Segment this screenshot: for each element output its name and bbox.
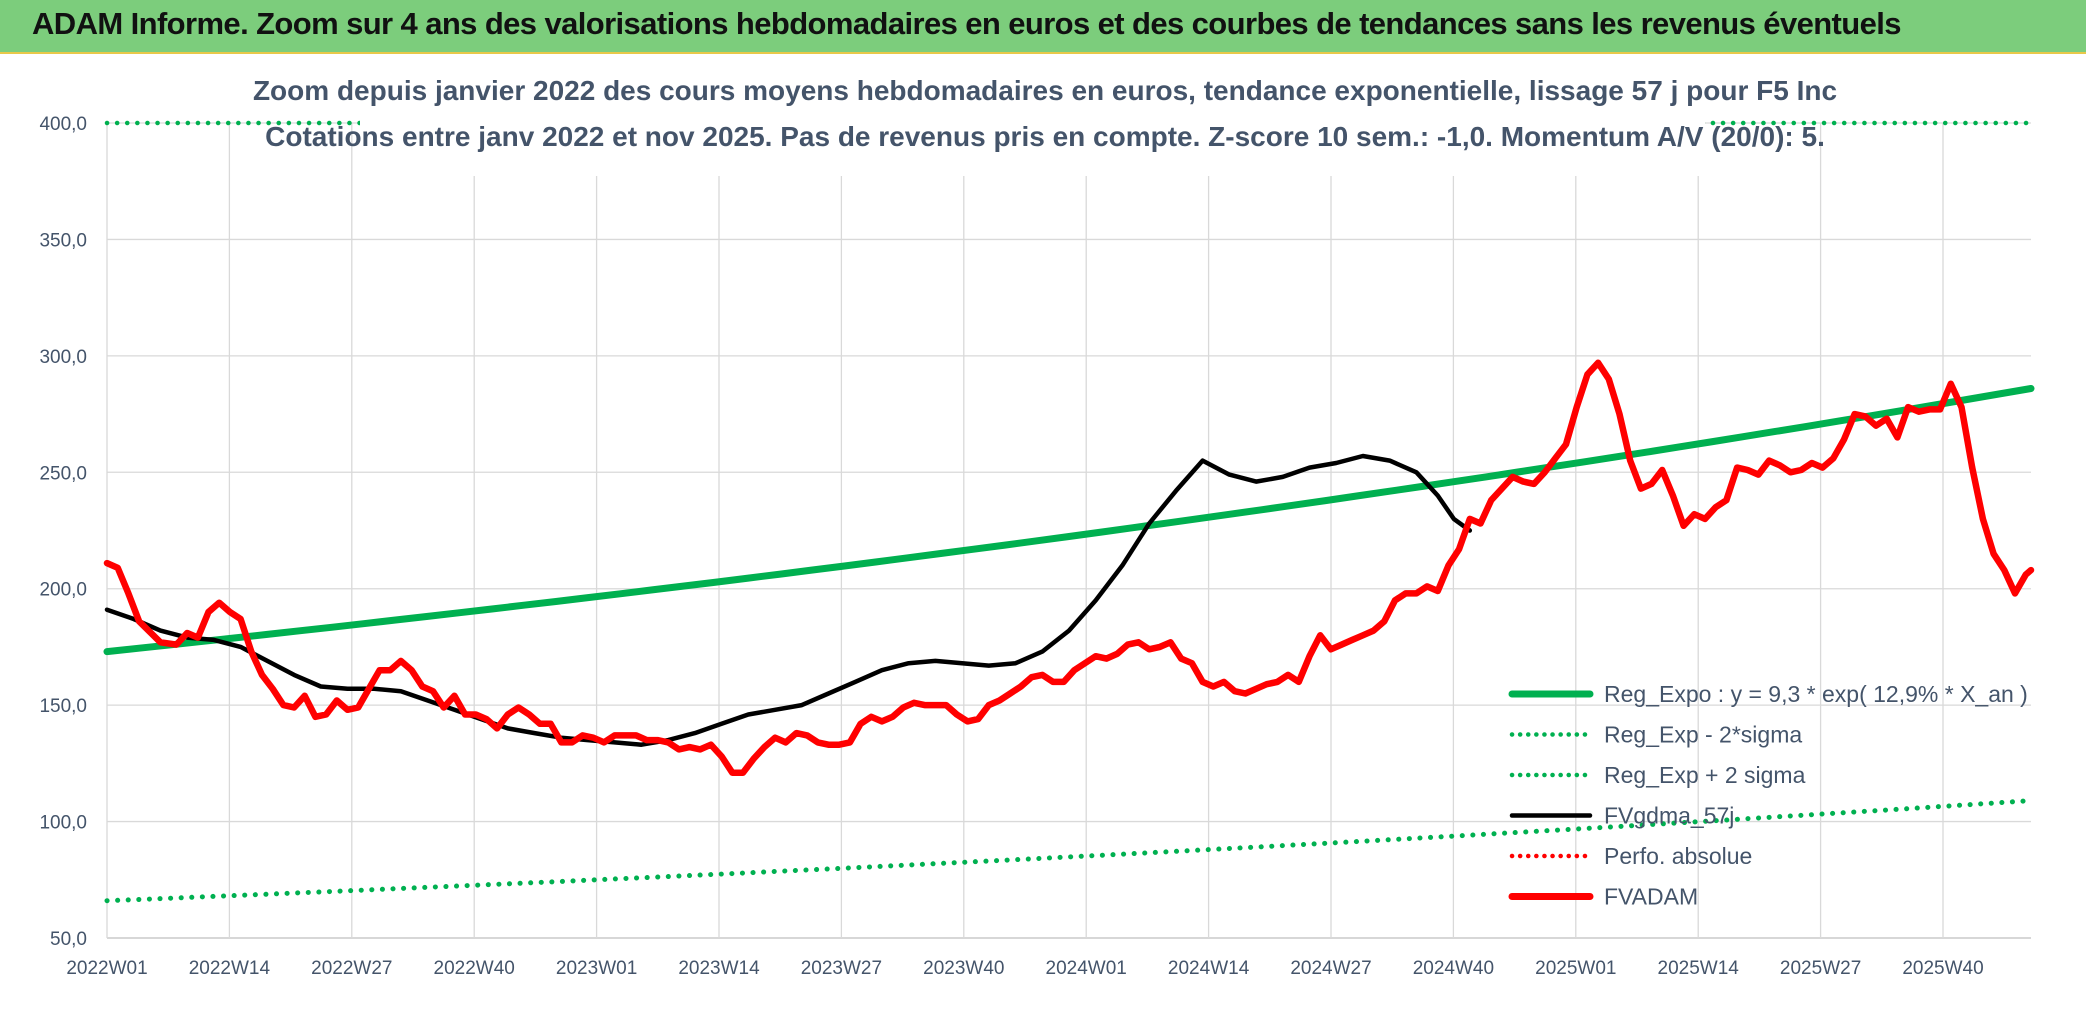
report-banner: ADAM Informe. Zoom sur 4 ans des valoris… [0, 0, 2086, 54]
x-tick-label: 2024W14 [1168, 958, 1250, 979]
x-tick-label: 2025W40 [1902, 958, 1983, 979]
y-tick-label: 250,0 [39, 463, 87, 484]
legend-label: Perfo. absolue [1604, 843, 1752, 869]
chart-title-line1: Zoom depuis janvier 2022 des cours moyen… [253, 75, 1837, 106]
legend: Reg_Expo : y = 9,3 * exp( 12,9% * X_an )… [1508, 681, 2028, 910]
x-tick-label: 2025W01 [1535, 958, 1616, 979]
series-fvadam [103, 359, 2035, 776]
legend-entry: Perfo. absolue [1509, 843, 1752, 869]
legend-entry: Reg_Expo : y = 9,3 * exp( 12,9% * X_an ) [1508, 681, 2028, 707]
legend-label: Reg_Exp + 2 sigma [1604, 762, 1806, 788]
y-tick-label: 150,0 [39, 696, 87, 717]
y-tick-label: 100,0 [39, 813, 87, 834]
series-layer [103, 120, 2035, 904]
y-tick-label: 200,0 [39, 580, 87, 601]
chart: 50,0100,0150,0200,0250,0300,0350,0400,0 … [39, 58, 2035, 979]
x-tick-label: 2022W14 [189, 958, 271, 979]
chart-title-line2: Cotations entre janv 2022 et nov 2025. P… [265, 121, 1825, 152]
x-tick-label: 2022W40 [434, 958, 515, 979]
legend-entry: FVgdma_57j [1509, 803, 1734, 829]
legend-label: Reg_Exp - 2*sigma [1604, 722, 1802, 748]
y-axis: 50,0 100,0 150,0 200,0 250,0 300,0 350,0 400,0 [39, 114, 87, 950]
y-tick-label: 300,0 [39, 347, 87, 368]
x-tick-label: 2024W27 [1290, 958, 1371, 979]
series-reg-expo [103, 385, 2035, 656]
grid [106, 122, 2031, 939]
x-tick-label: 2025W14 [1658, 958, 1740, 979]
series-reg-exp-minus-2sigma [104, 798, 2034, 904]
x-tick-label: 2024W40 [1413, 958, 1494, 979]
x-tick-label: 2023W40 [923, 958, 1004, 979]
x-tick-label: 2022W27 [311, 958, 392, 979]
y-tick-label: 400,0 [39, 114, 87, 135]
legend-entry: Reg_Exp - 2*sigma [1509, 722, 1802, 748]
x-tick-label: 2022W01 [66, 958, 147, 979]
series-fvgdma-57j [104, 453, 1473, 747]
x-tick-label: 2023W27 [801, 958, 882, 979]
legend-entry: FVADAM [1508, 884, 1698, 910]
report-title: ADAM Informe. Zoom sur 4 ans des valoris… [32, 6, 1902, 41]
legend-label: Reg_Expo : y = 9,3 * exp( 12,9% * X_an ) [1604, 681, 2028, 707]
x-tick-label: 2024W01 [1046, 958, 1127, 979]
title-backdrop [360, 58, 1705, 176]
x-tick-label: 2023W14 [678, 958, 760, 979]
x-tick-label: 2023W01 [556, 958, 637, 979]
y-tick-label: 50,0 [50, 929, 87, 950]
legend-entry: Reg_Exp + 2 sigma [1509, 762, 1806, 788]
x-axis: 2022W01 2022W14 2022W27 2022W40 2023W01 2023W… [66, 958, 1983, 979]
y-tick-label: 350,0 [39, 230, 87, 251]
legend-label: FVADAM [1604, 884, 1698, 910]
legend-label: FVgdma_57j [1604, 803, 1734, 829]
x-tick-label: 2025W27 [1780, 958, 1861, 979]
